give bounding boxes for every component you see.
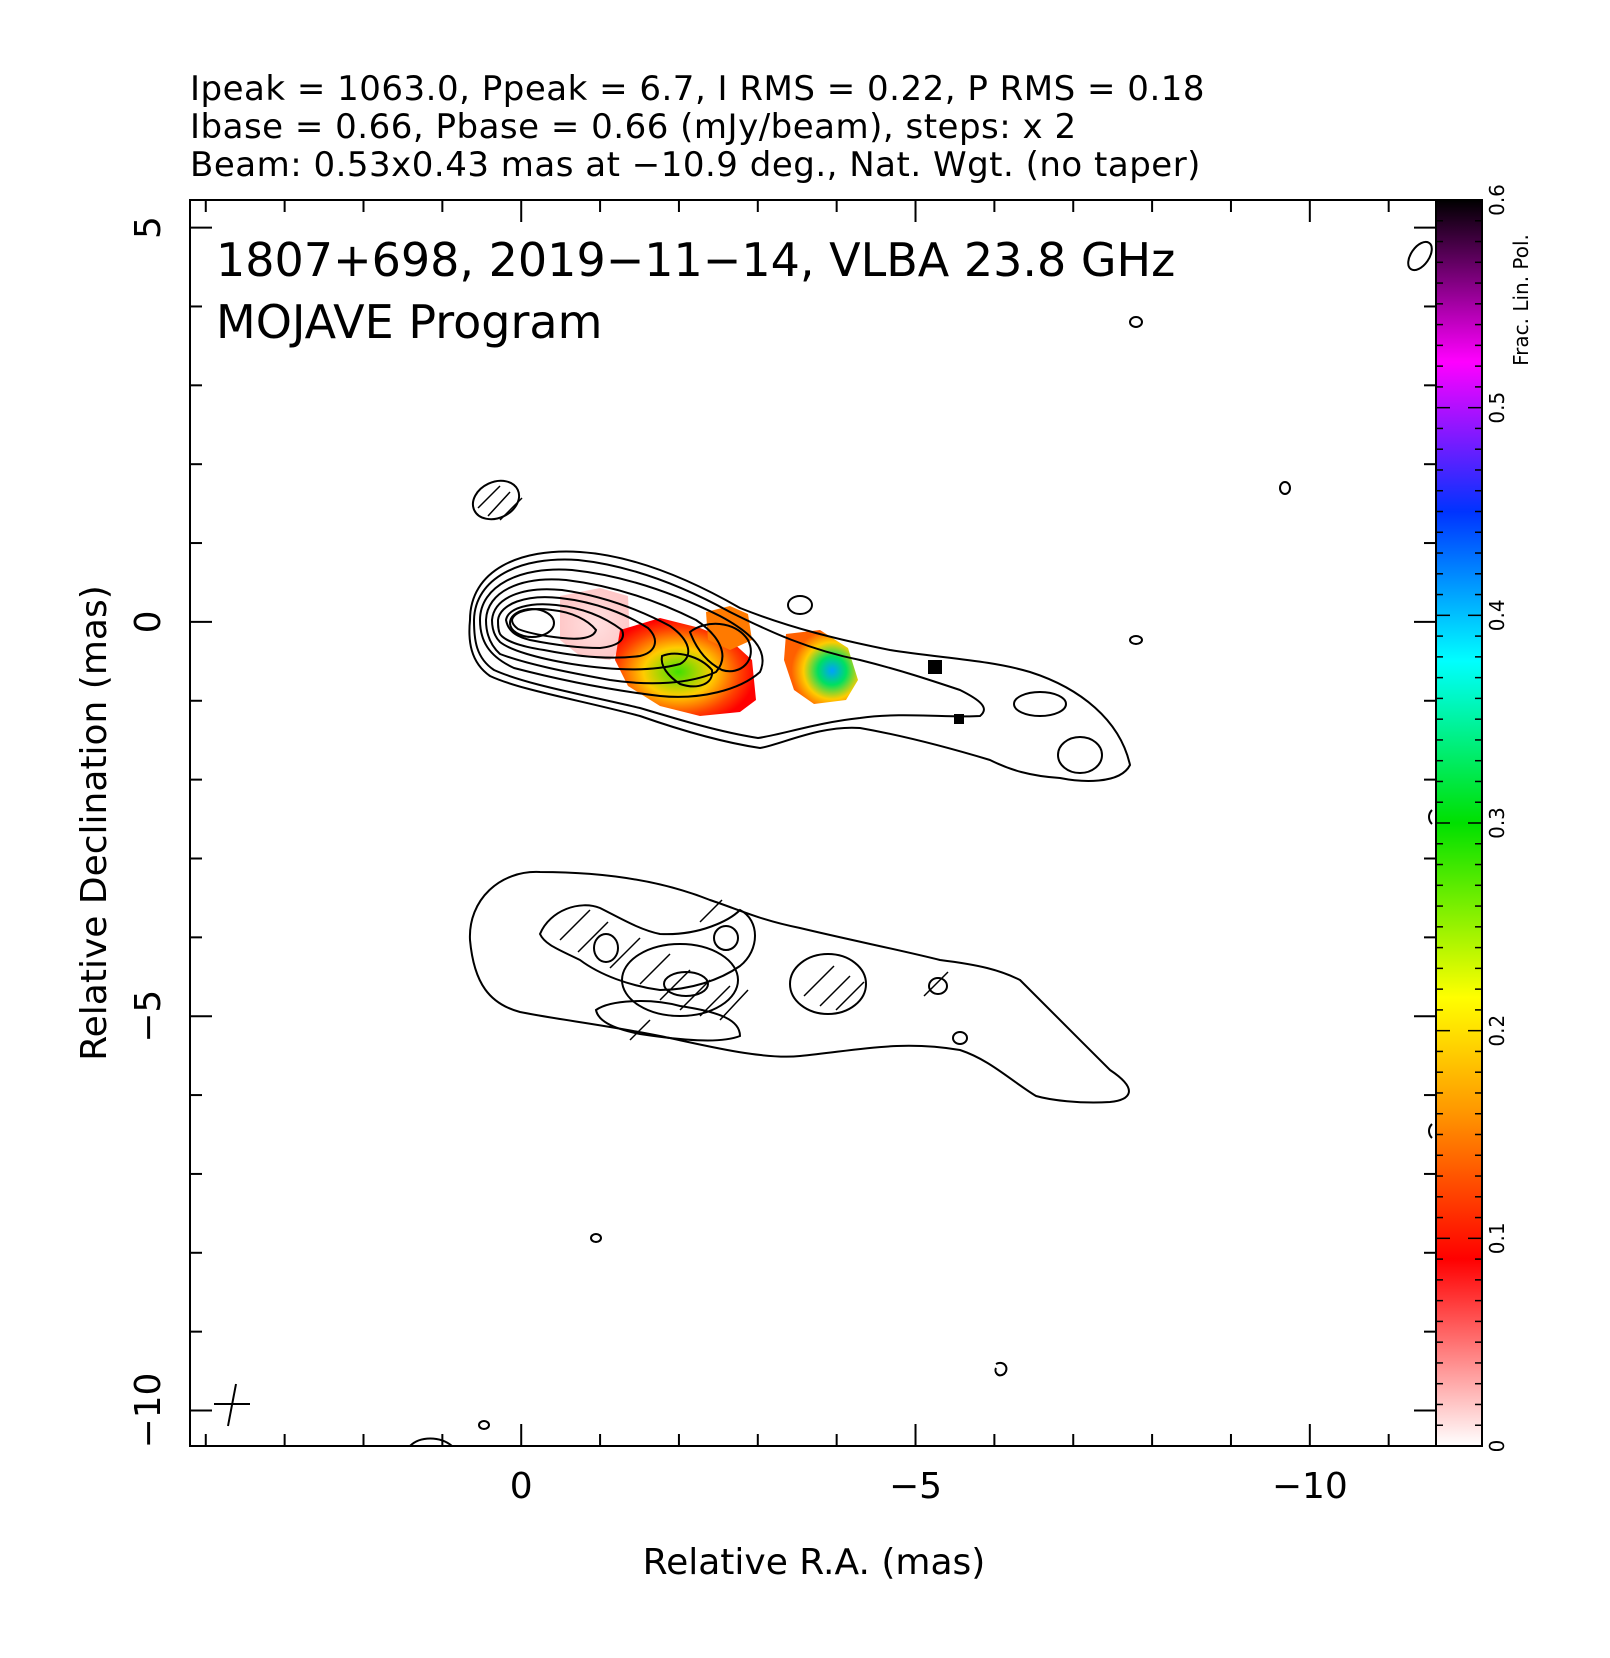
axis-ticks: [190, 200, 1436, 1446]
x-tick-label: −5: [889, 1466, 942, 1507]
source-label: 1807+698, 2019−11−14, VLBA 23.8 GHz: [216, 233, 1175, 287]
contour-6: [496, 596, 656, 659]
colorbar-tick-label: 0.5: [1485, 392, 1509, 424]
polarization-contours: [468, 870, 1130, 1104]
contour-blob-6: [471, 479, 521, 521]
header-line-beam: Beam: 0.53x0.43 mas at −10.9 deg., Nat. …: [190, 145, 1201, 185]
contour-blob-4: [1279, 481, 1291, 495]
plot-header: Ipeak = 1063.0, Ppeak = 6.7, I RMS = 0.2…: [190, 70, 1205, 184]
colorbar-tick-label: 0.3: [1485, 807, 1509, 839]
contour-blob-3: [1129, 635, 1143, 645]
program-label: MOJAVE Program: [216, 295, 602, 349]
contour-jet-end: [1057, 736, 1103, 774]
beam-cross: [214, 1383, 250, 1427]
pol-pixel-dark: [928, 660, 942, 674]
pol-contour-2: [538, 904, 756, 992]
pol-contour-9: [952, 1031, 968, 1045]
pol-pixel-dark-2: [954, 714, 964, 724]
y-tick-label: 5: [128, 216, 169, 239]
pol-patch-core: [560, 588, 630, 660]
contour-blob-5: [1407, 240, 1433, 272]
pol-contour-4: [663, 971, 709, 997]
contour-blob-2: [1129, 316, 1143, 328]
pol-contour-outer: [468, 870, 1130, 1104]
colorbar-tick-label: 0: [1485, 1440, 1509, 1453]
contour-5: [490, 588, 690, 671]
noise-contours: [409, 809, 1433, 1447]
contour-7: [504, 603, 624, 650]
contour-4: [484, 578, 724, 685]
contour-core-inner: [509, 608, 555, 638]
contour-knot-2: [660, 652, 714, 688]
axis-tick-labels: 0 −5 −10 5 0 −5 −10: [128, 216, 1348, 1507]
header-line-base: Ibase = 0.66, Pbase = 0.66 (mJy/beam), s…: [190, 107, 1077, 147]
colorbar-label: Frac. Lin. Pol.: [1509, 234, 1533, 366]
y-axis-label: Relative Declination (mas): [74, 585, 115, 1061]
contour-blob-1: [787, 595, 813, 615]
colorbar-tick-label: 0.6: [1485, 184, 1509, 216]
pol-contour-5: [593, 933, 619, 963]
contour-2: [472, 558, 985, 740]
pol-contour-7: [789, 953, 867, 1015]
pol-contour-10: [594, 1000, 742, 1042]
y-tick-label: −5: [128, 990, 169, 1043]
x-axis-label: Relative R.A. (mas): [643, 1542, 986, 1583]
colorbar-ticks: 0 0.1 0.2 0.3 0.4 0.5 0.6: [1436, 184, 1509, 1452]
intensity-contours: [468, 240, 1433, 782]
plot-frame: [189, 199, 1437, 1447]
colorbar-tick-label: 0.1: [1485, 1222, 1509, 1254]
y-tick-label: −10: [128, 1373, 169, 1449]
colorbar-tick-label: 0.2: [1485, 1015, 1509, 1047]
contour-knot: [688, 622, 752, 673]
pol-contour-6: [713, 925, 739, 951]
header-line-peaks: Ipeak = 1063.0, Ppeak = 6.7, I RMS = 0.2…: [190, 69, 1206, 109]
contour-outer: [468, 550, 1132, 782]
x-tick-label: 0: [510, 1466, 533, 1507]
x-tick-label: −10: [1272, 1466, 1348, 1507]
contour-3: [478, 568, 764, 698]
pol-patch-outer-jet: [784, 630, 858, 704]
pol-contour-8: [928, 977, 948, 995]
y-tick-label: 0: [128, 610, 169, 633]
colorbar-tick-label: 0.4: [1485, 599, 1509, 631]
evpa-ticks-lower: [559, 899, 949, 1041]
evpa-ticks-upper: [477, 485, 523, 521]
contour-jet-knot: [1013, 691, 1067, 717]
pol-contour-3: [621, 943, 739, 1017]
contour-8: [510, 608, 598, 640]
